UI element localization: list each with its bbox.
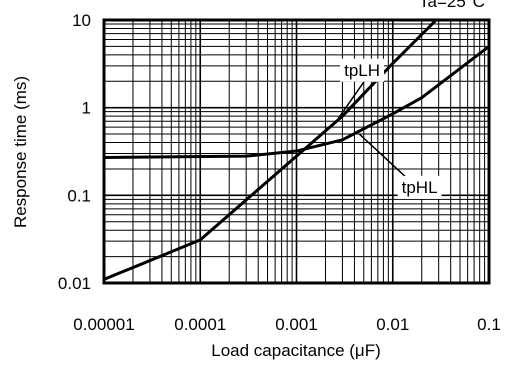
annotation-leader-tpLH bbox=[334, 76, 368, 124]
y-tick-label: 0.1 bbox=[67, 186, 91, 205]
x-tick-label: 0.00001 bbox=[73, 315, 134, 334]
plot-frame bbox=[102, 18, 491, 285]
y-axis-label: Response time (ms) bbox=[11, 76, 30, 228]
x-tick-label: 0.0001 bbox=[174, 315, 226, 334]
annotation-label-tpHL: tpHL bbox=[402, 178, 438, 197]
series-layer bbox=[104, 20, 489, 281]
x-axis-ticks: 0.00001 0.0001 0.001 0.01 0.1 bbox=[73, 315, 501, 334]
x-tick-label: 0.001 bbox=[275, 315, 318, 334]
annotation-bg-tpHL bbox=[397, 175, 442, 199]
annotation-label-tpLH: tpLH bbox=[344, 61, 380, 80]
annotation-bg-tpLH bbox=[340, 58, 385, 82]
x-axis-label: Load capacitance (μF) bbox=[211, 341, 381, 360]
y-tick-label: 0.01 bbox=[58, 274, 91, 293]
series-line-tpLH bbox=[104, 20, 439, 281]
x-tick-label: 0.1 bbox=[477, 315, 501, 334]
y-tick-label: 1 bbox=[82, 99, 91, 118]
x-tick-label: 0.01 bbox=[376, 315, 409, 334]
chart-grid bbox=[103, 20, 489, 284]
y-tick-label: 10 bbox=[72, 11, 91, 30]
series-line-tpHL bbox=[104, 45, 489, 160]
temperature-condition-label: Ta=25°C bbox=[419, 0, 485, 11]
y-axis-ticks: 10 1 0.1 0.01 bbox=[58, 11, 91, 293]
annotation-layer: tpLH tpHL bbox=[334, 58, 442, 199]
